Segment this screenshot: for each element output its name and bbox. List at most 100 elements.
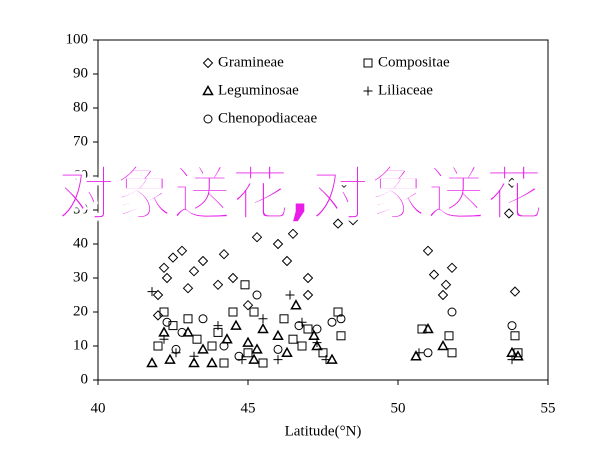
circle-marker <box>162 317 172 327</box>
square-marker <box>510 331 520 341</box>
diamond-marker <box>152 289 164 301</box>
circle-marker <box>177 327 187 337</box>
diamond-marker <box>272 238 284 250</box>
square-marker <box>219 358 229 368</box>
diamond-marker <box>152 310 164 321</box>
triangle-marker <box>146 356 158 368</box>
plus-marker <box>237 355 247 365</box>
diamond-marker <box>182 282 194 294</box>
diamond-marker <box>332 218 344 229</box>
plus-marker <box>147 287 157 297</box>
square-marker <box>207 341 217 351</box>
triangle-marker <box>257 322 269 334</box>
triangle-marker <box>197 343 209 354</box>
circle-marker <box>336 314 346 324</box>
circle-marker <box>423 348 433 358</box>
triangle-marker <box>422 322 434 334</box>
diamond-marker <box>218 248 230 260</box>
circle-marker <box>252 290 262 300</box>
triangle-marker <box>202 84 214 96</box>
plus-marker <box>273 355 283 365</box>
plus-marker <box>507 355 517 365</box>
circle-marker <box>171 344 181 354</box>
y-tick-label: 90 <box>73 65 88 81</box>
circle-marker <box>234 351 244 361</box>
circle-marker <box>203 114 213 124</box>
square-marker <box>228 307 238 317</box>
y-tick-label: 50 <box>73 201 88 217</box>
square-marker <box>447 348 457 358</box>
diamond-marker <box>281 255 293 267</box>
diamond-marker <box>338 177 350 189</box>
diamond-marker <box>347 214 359 226</box>
plus-marker <box>159 334 169 344</box>
diamond-marker <box>176 245 188 257</box>
triangle-marker <box>410 350 422 361</box>
triangle-marker <box>290 299 302 310</box>
legend-label: Liliaceae <box>378 82 433 98</box>
diamond-marker <box>437 289 449 301</box>
triangle-marker <box>272 329 284 341</box>
y-tick-label: 60 <box>73 167 88 183</box>
diamond-marker <box>251 231 263 243</box>
circle-marker <box>294 321 304 331</box>
triangle-marker <box>308 329 320 341</box>
plus-marker <box>312 338 322 348</box>
x-axis-label: Latitude(°N) <box>285 423 362 439</box>
diamond-marker <box>227 272 239 284</box>
y-tick-label: 100 <box>66 31 89 47</box>
x-tick-label: 55 <box>541 400 556 416</box>
diamond-marker <box>212 279 224 291</box>
diamond-marker <box>158 262 170 274</box>
plus-marker <box>189 351 199 361</box>
plus-marker <box>258 314 268 324</box>
y-tick-label: 80 <box>73 99 88 115</box>
diamond-marker <box>202 57 214 69</box>
legend-label: Leguminosae <box>218 82 299 98</box>
square-marker <box>363 58 373 68</box>
square-marker <box>444 331 454 341</box>
diamond-marker <box>509 286 521 297</box>
legend-label: Chenopodiaceae <box>218 110 317 126</box>
diamond-marker <box>197 255 209 267</box>
circle-marker <box>447 307 457 317</box>
square-marker <box>336 331 346 341</box>
triangle-marker <box>164 353 176 364</box>
legend-label: Gramineae <box>218 54 284 70</box>
diamond-marker <box>167 252 179 263</box>
triangle-marker <box>158 326 170 337</box>
y-tick-label: 70 <box>73 133 88 149</box>
circle-marker <box>273 344 283 354</box>
circle-marker <box>507 321 517 331</box>
square-marker <box>288 334 298 344</box>
plus-marker <box>213 321 223 331</box>
square-marker <box>159 307 169 317</box>
triangle-marker <box>281 346 293 358</box>
x-tick-label: 40 <box>91 400 106 416</box>
y-tick-label: 30 <box>73 269 88 285</box>
square-marker <box>192 334 202 344</box>
diamond-marker <box>302 289 314 301</box>
diamond-marker <box>188 265 200 277</box>
watermark-text: 对象送花,对象送花 <box>56 159 544 229</box>
diamond-marker <box>440 279 452 291</box>
triangle-marker <box>506 346 518 358</box>
triangle-marker <box>512 350 524 361</box>
y-tick-label: 10 <box>73 337 88 353</box>
triangle-marker <box>248 353 260 364</box>
diamond-marker <box>302 272 314 284</box>
plus-marker <box>414 348 424 358</box>
triangle-marker <box>230 319 242 330</box>
diamond-marker <box>422 245 434 257</box>
triangle-marker <box>311 339 323 351</box>
triangle-marker <box>437 339 449 351</box>
square-marker <box>297 341 307 351</box>
square-marker <box>183 314 193 324</box>
diamond-marker <box>161 272 173 284</box>
square-marker <box>258 358 268 368</box>
circle-marker <box>312 324 322 334</box>
y-tick-label: 0 <box>81 371 89 387</box>
diamond-marker <box>242 299 254 311</box>
